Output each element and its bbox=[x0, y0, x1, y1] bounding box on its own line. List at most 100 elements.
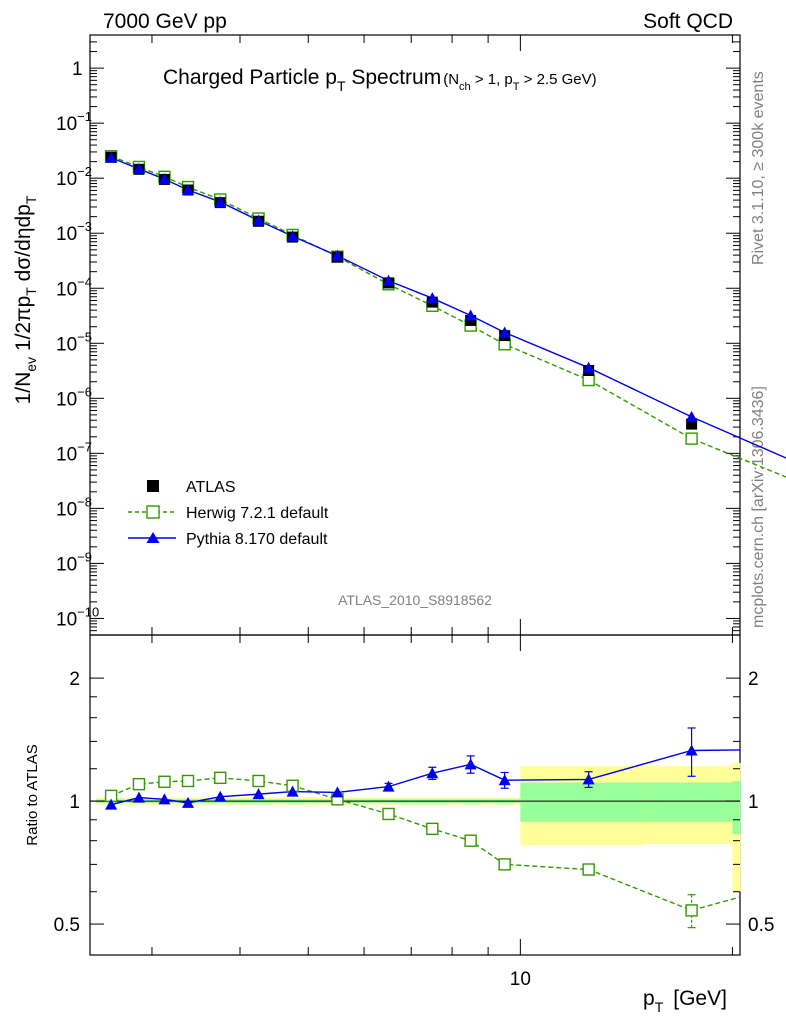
pythia-ratio-point bbox=[214, 790, 227, 802]
title-cond-c: > 2.5 GeV) bbox=[520, 71, 597, 88]
legend-herwig-label: Herwig 7.2.1 default bbox=[186, 505, 329, 522]
analysis-tag: ATLAS_2010_S8918562 bbox=[338, 592, 492, 608]
green-band bbox=[644, 782, 733, 822]
pythia-ratio-point bbox=[182, 796, 195, 808]
legend-pythia-marker bbox=[146, 532, 160, 543]
ratio-clip-group bbox=[104, 727, 740, 929]
pythia-point bbox=[426, 292, 439, 304]
pythia-point bbox=[105, 151, 118, 163]
pythia-ratio-point bbox=[498, 774, 511, 786]
pythia-point bbox=[498, 326, 511, 338]
pythia-ratio-point bbox=[382, 780, 395, 792]
herwig-ratio-point bbox=[582, 863, 595, 876]
pythia-point bbox=[382, 274, 395, 286]
herwig-point bbox=[582, 373, 595, 387]
ylabel-p3: dσ/dηdp bbox=[12, 204, 35, 287]
herwig-ratio-point bbox=[158, 775, 171, 788]
ylabel-s3: T bbox=[23, 195, 39, 204]
legend-atlas-label: ATLAS bbox=[186, 479, 236, 496]
title-cond-b: > 1, p bbox=[471, 71, 513, 88]
y-tick-label: 10−10 bbox=[56, 604, 99, 630]
title-text-b: Spectrum bbox=[346, 66, 442, 89]
pythia-point bbox=[182, 184, 195, 196]
pythia-point bbox=[158, 173, 171, 185]
rivet-label: Rivet 3.1.10, ≥ 300k events bbox=[750, 71, 767, 265]
x-axis-label: pT [GeV] bbox=[643, 987, 727, 1015]
mcplots-label: mcplots.cern.ch [arXiv:1306.3436] bbox=[750, 386, 767, 628]
y-tick-label: 10−6 bbox=[56, 384, 92, 410]
ratio-y-tick-label: 2 bbox=[69, 669, 80, 690]
pythia-ratio-point bbox=[252, 788, 265, 800]
ylabel-p2: 1/2πp bbox=[12, 296, 35, 357]
herwig-ratio-line bbox=[110, 777, 740, 912]
pythia-ratio-point bbox=[464, 758, 477, 770]
ratio-y-tick-label: 0.5 bbox=[54, 915, 80, 936]
y-tick-label: 10−8 bbox=[56, 494, 92, 520]
herwig-ratio-point bbox=[464, 834, 477, 847]
title-text-a: Charged Particle p bbox=[163, 66, 337, 89]
pythia-point bbox=[582, 361, 595, 373]
y-tick-label: 10−1 bbox=[56, 109, 92, 135]
herwig-ratio-point bbox=[685, 904, 698, 917]
y-tick-label: 10−7 bbox=[56, 439, 92, 465]
green-band bbox=[732, 780, 741, 835]
pythia-ratio-point bbox=[426, 767, 439, 779]
title-cond-sub1: ch bbox=[459, 81, 471, 93]
pythia-ratio-line bbox=[110, 749, 740, 806]
green-band bbox=[520, 782, 645, 822]
pythia-point bbox=[331, 249, 344, 261]
pythia-ratio-point bbox=[286, 785, 299, 797]
pythia-ratio-point bbox=[582, 773, 595, 785]
y-tick-label: 10−2 bbox=[56, 164, 92, 190]
ratio-y-tick-label-right: 1 bbox=[748, 792, 759, 813]
herwig-ratio-point bbox=[498, 858, 511, 871]
ylabel-s2: T bbox=[23, 287, 39, 296]
pythia-ratio-point bbox=[685, 744, 698, 756]
y-tick-label: 1 bbox=[72, 59, 83, 80]
herwig-ratio-point bbox=[132, 777, 146, 791]
ratio-y-tick-label: 1 bbox=[69, 792, 80, 813]
pythia-ratio-point bbox=[105, 798, 118, 810]
ylabel-s1: ev bbox=[23, 357, 39, 372]
y-tick-label: 10−3 bbox=[56, 219, 92, 245]
herwig-point bbox=[685, 432, 698, 445]
header-left: 7000 GeV pp bbox=[103, 10, 227, 33]
herwig-ratio-point bbox=[181, 774, 195, 788]
title-cond-a: (N bbox=[443, 71, 459, 88]
legend-herwig-marker bbox=[146, 505, 160, 519]
pythia-point bbox=[132, 162, 145, 174]
ylabel-p1: 1/N bbox=[12, 372, 35, 405]
legend: ATLAS Herwig 7.2.1 default Pythia 8.170 … bbox=[128, 479, 329, 548]
xlabel-sub: T bbox=[655, 999, 664, 1015]
pythia-point bbox=[464, 309, 477, 321]
header-right: Soft QCD bbox=[643, 10, 733, 33]
title-sub: T bbox=[337, 78, 346, 94]
legend-pythia-label: Pythia 8.170 default bbox=[186, 531, 328, 548]
x-tick-label: 10 bbox=[510, 969, 531, 990]
y-tick-label: 10−5 bbox=[56, 329, 92, 355]
herwig-ratio-point bbox=[426, 822, 439, 836]
xlabel-rest: [GeV] bbox=[673, 987, 727, 1010]
pythia-ratio-point bbox=[132, 791, 145, 803]
pythia-point bbox=[252, 214, 265, 226]
xlabel-p: p bbox=[643, 987, 655, 1010]
pythia-point bbox=[286, 230, 299, 242]
pythia-point bbox=[685, 410, 698, 422]
herwig-ratio-point bbox=[382, 807, 395, 821]
ratio-y-tick-label-right: 0.5 bbox=[748, 915, 774, 936]
ratio-series bbox=[104, 727, 740, 929]
axes: 1 10−1 10−2 10−3 10−4 10−5 10−6 10−7 10−8 10−9 10−… bbox=[54, 34, 774, 990]
plot-title: Charged Particle pT Spectrum (Nch > 1, pT… bbox=[163, 66, 597, 94]
ratio-y-tick-label-right: 2 bbox=[748, 669, 759, 690]
y-axis-label: 1/Nev 1/2πpT dσ/dηdpT bbox=[12, 195, 39, 404]
ratio-y-axis-label: Ratio to ATLAS bbox=[24, 744, 41, 845]
y-tick-label: 10−9 bbox=[56, 549, 92, 575]
spectrum-series bbox=[104, 150, 786, 478]
pythia-ratio-point bbox=[331, 786, 344, 798]
herwig-ratio-point bbox=[214, 771, 227, 785]
herwig-line bbox=[110, 155, 786, 478]
pythia-line bbox=[110, 157, 786, 459]
y-tick-label: 10−4 bbox=[56, 274, 92, 300]
pythia-ratio-point bbox=[158, 793, 171, 805]
